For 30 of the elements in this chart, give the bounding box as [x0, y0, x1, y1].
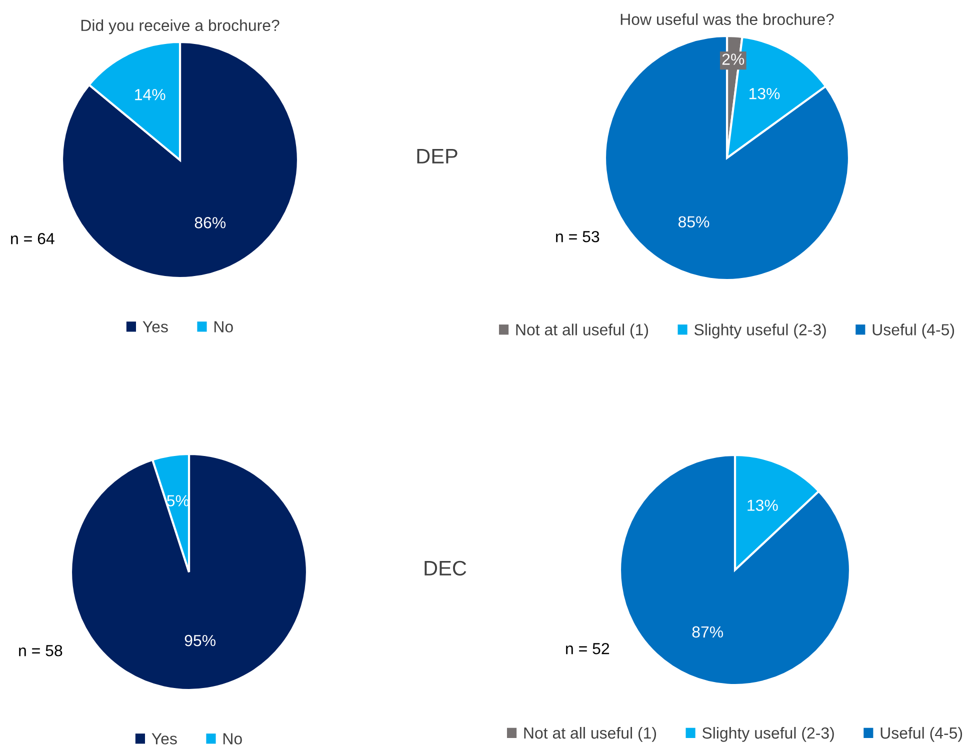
data-label: 95% [184, 634, 216, 646]
legend-label: Slighty useful (2-3) [694, 324, 826, 339]
pie-slice [618, 454, 852, 686]
legend-label: Not at all useful (1) [516, 324, 648, 339]
pie-slice [60, 40, 300, 280]
data-label: 85% [678, 216, 710, 228]
text: n = 58 [19, 644, 62, 656]
data-label: 14% [135, 88, 166, 100]
data-label: 87% [692, 626, 724, 638]
chart-title: Did you receive a brochure? [81, 19, 280, 34]
chart-title: How useful was the brochure? [620, 13, 834, 26]
data-label: 2% [722, 54, 744, 65]
legend-label: Useful (4-5) [872, 324, 954, 339]
data-label: 13% [748, 500, 778, 511]
text: n = 53 [556, 230, 600, 242]
legend-label: Yes [142, 321, 168, 332]
text: n = 64 [11, 232, 54, 244]
pie-slice [604, 34, 850, 282]
legend-label: Yes [152, 733, 177, 744]
text: DEC [424, 560, 466, 576]
legend-label: Not at all useful (1) [524, 726, 656, 742]
data-label: 13% [749, 88, 780, 100]
legend-label: Slighty useful (2-3) [702, 726, 834, 742]
legend-label: No [214, 321, 233, 332]
pie-slice [70, 452, 308, 692]
text: DEP [417, 149, 458, 164]
text: n = 52 [566, 642, 610, 654]
data-label: 86% [194, 217, 226, 228]
legend-label: No [223, 733, 242, 744]
legend-label: Useful (4-5) [880, 726, 962, 742]
